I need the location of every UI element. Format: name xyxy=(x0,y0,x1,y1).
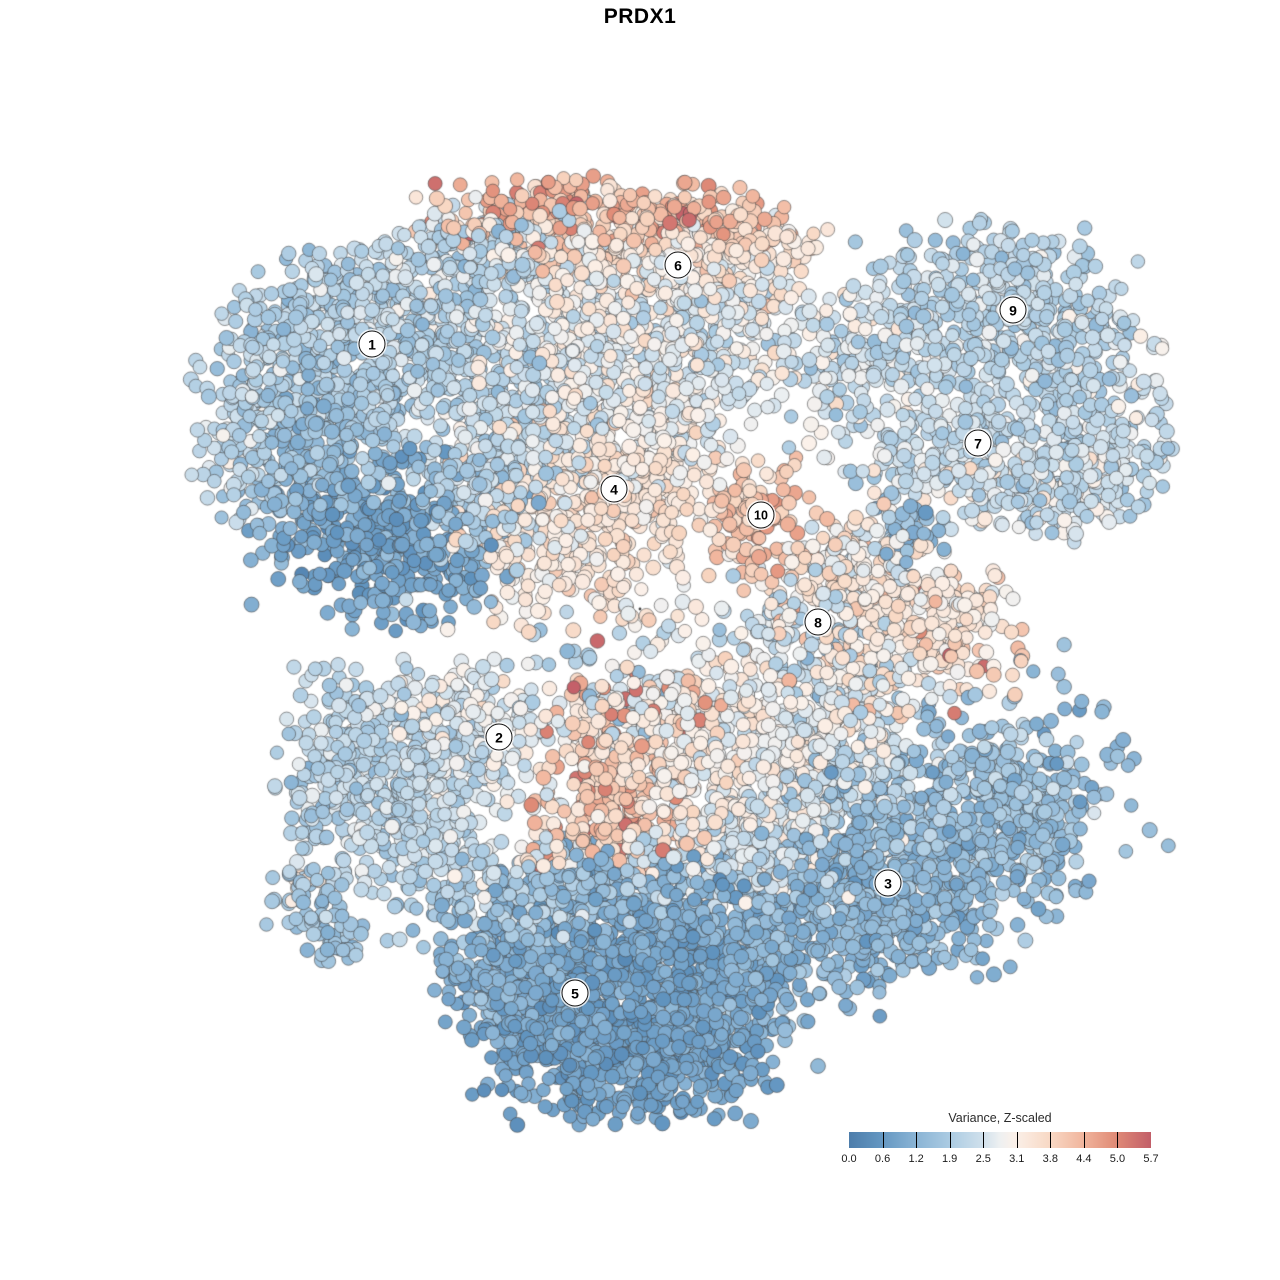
legend-tick-mark xyxy=(949,1132,951,1148)
legend-tick-label: 2.5 xyxy=(975,1153,991,1165)
cluster-label-2: 2 xyxy=(485,723,513,751)
legend-tick-label: 3.1 xyxy=(1009,1153,1025,1165)
cluster-label-9: 9 xyxy=(999,296,1027,324)
legend-title: Variance, Z-scaled xyxy=(948,1111,1052,1125)
legend-tick-mark xyxy=(1117,1132,1119,1148)
legend-tick-label: 0.6 xyxy=(874,1153,891,1165)
cluster-label-3: 3 xyxy=(874,869,902,897)
cluster-label-1: 1 xyxy=(358,330,386,358)
legend-tick-label: 0.0 xyxy=(841,1153,857,1165)
cluster-label-8: 8 xyxy=(804,608,832,636)
chart-title: PRDX1 xyxy=(603,5,677,28)
cluster-label-4: 4 xyxy=(600,475,628,503)
legend-tick-mark xyxy=(1050,1132,1052,1148)
legend-tick-label: 4.4 xyxy=(1076,1153,1092,1165)
legend-tick-mark xyxy=(983,1132,985,1148)
legend-tick-label: 1.2 xyxy=(908,1153,924,1165)
legend-tick-labels: 0.0 0.6 1.2 1.9 2.5 3.1 3.8 4.4 5.0 5.7 xyxy=(841,1153,1158,1166)
legend-tick-label: 5.0 xyxy=(1109,1153,1126,1165)
legend-tick-mark xyxy=(916,1132,918,1148)
legend-tick-mark xyxy=(1083,1132,1085,1148)
legend-tick-mark xyxy=(882,1132,884,1148)
cluster-label-5: 5 xyxy=(561,979,589,1007)
color-legend: Variance, Z-scaled 0.0 0.6 1.2 1.9 2.5 3.1 3.8… xyxy=(841,1111,1158,1166)
legend-tick-label: 1.9 xyxy=(942,1153,958,1165)
cluster-label-10: 10 xyxy=(747,501,775,529)
legend-tick-mark xyxy=(1016,1132,1018,1148)
legend-colorbar xyxy=(849,1132,1151,1148)
cluster-label-6: 6 xyxy=(664,251,692,279)
cluster-label-7: 7 xyxy=(964,429,992,457)
legend-tick-label: 3.8 xyxy=(1042,1153,1058,1165)
legend-tick-label: 5.7 xyxy=(1143,1153,1159,1165)
